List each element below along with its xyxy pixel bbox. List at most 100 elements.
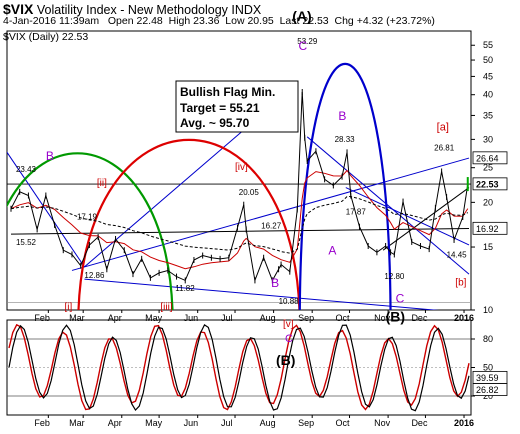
price-label: 16.27 <box>261 222 282 231</box>
quote-datetime: 4-Jan-2016 11:39am <box>3 15 100 27</box>
symbol: $VIX <box>3 1 34 17</box>
price-label: 26.81 <box>434 144 455 153</box>
y-tick-label: 40 <box>483 90 493 100</box>
y-tick-label: 55 <box>483 40 493 50</box>
index-name: Volatility Index - New Methodology <box>36 3 228 17</box>
x-tick-label-osc: Dec <box>411 418 428 428</box>
price-label: 14.45 <box>447 251 468 260</box>
open-value: 22.48 <box>136 15 163 27</box>
x-tick-label: Mar <box>69 313 85 323</box>
exchange: INDX <box>231 3 262 17</box>
chart-title: $VIX Volatility Index - New Methodology … <box>3 1 261 17</box>
x-tick-label: May <box>145 313 163 323</box>
x-tick-label-osc: Sep <box>298 418 314 428</box>
price-label: 17.87 <box>346 207 367 216</box>
y-tick-label: 50 <box>483 55 493 65</box>
last-value: 22.53 <box>302 15 329 27</box>
osc-y-tick-label: 20 <box>483 391 493 401</box>
x-tick-label: Jun <box>184 313 199 323</box>
wave-label: B <box>338 109 346 123</box>
price-label: 53.29 <box>297 37 318 46</box>
price-label: 23.43 <box>16 165 37 174</box>
x-tick-label-osc: Nov <box>374 418 391 428</box>
osc-y-tick-label: 50 <box>483 363 493 373</box>
y-tick-label: 30 <box>483 134 493 144</box>
osc-wave-label: C <box>285 333 293 345</box>
x-tick-label-osc: Mar <box>69 418 85 428</box>
x-tick-label: Nov <box>374 313 391 323</box>
wave-label: [b] <box>455 278 466 289</box>
trendline-blue-4 <box>84 278 440 310</box>
x-tick-label: Feb <box>34 313 50 323</box>
price-label: 12.80 <box>384 272 405 281</box>
x-tick-label-osc: Oct <box>336 418 351 428</box>
cycle-arc-red <box>77 139 301 310</box>
x-tick-label: Apr <box>108 313 122 323</box>
osc-wave-label: [v] <box>283 319 294 330</box>
legend-text: $VIX (Daily) 22.53 <box>3 31 89 43</box>
osc-value-label: 26.82 <box>476 385 499 395</box>
wave-label: [iii] <box>160 302 172 313</box>
osc-plot <box>7 323 471 412</box>
x-tick-label: Oct <box>336 313 351 323</box>
wave-label: [ii] <box>97 178 107 189</box>
high-value: 23.36 <box>193 15 220 27</box>
low-value: 20.95 <box>247 15 274 27</box>
price-label: 11.82 <box>175 284 195 293</box>
x-tick-label-osc: Aug <box>260 418 276 428</box>
chg-value: +4.32 (+23.72%) <box>356 15 435 27</box>
cycle-arc-blue <box>298 63 392 310</box>
price-label: 10.88 <box>279 297 300 306</box>
annotation-line-1: Bullish Flag Min. <box>180 85 275 99</box>
y-tick-label: 45 <box>483 71 493 81</box>
trendline-blue-5 <box>306 136 470 275</box>
x-tick-label-osc: Jun <box>184 418 199 428</box>
trendline-blue-3 <box>71 157 470 271</box>
value-box-label: 16.92 <box>476 224 499 234</box>
value-box <box>472 151 508 165</box>
wave-label: B <box>271 276 279 290</box>
annotation-box <box>175 80 299 133</box>
annotation-line-3: Avg. ~ 95.70 <box>180 116 250 130</box>
last-label: Last <box>279 15 300 27</box>
osc-value-label: 39.59 <box>476 373 499 383</box>
price-label: 12.86 <box>84 271 105 280</box>
price-label: 17.19 <box>77 213 98 222</box>
stochastic-fast <box>8 324 470 412</box>
x-tick-label-osc: May <box>145 418 163 428</box>
wave-label: [i] <box>65 302 73 313</box>
annotation-line-2: Target = 55.21 <box>180 101 260 115</box>
quote-line: 4-Jan-2016 11:39am Open 22.48 High 23.36… <box>3 15 435 27</box>
y-tick-label: 20 <box>483 197 493 207</box>
wave-label: C <box>298 39 307 53</box>
wave-label: [a] <box>437 121 449 133</box>
wave-label: B <box>46 149 54 163</box>
osc-value-box <box>472 383 508 396</box>
y-tick-label: 35 <box>483 110 493 120</box>
price-label: 20.05 <box>239 188 260 197</box>
price-plot <box>7 63 471 310</box>
x-tick-label-osc: Feb <box>34 418 50 428</box>
x-tick-label: Sep <box>298 313 314 323</box>
value-box <box>472 177 508 191</box>
moving-average-long <box>10 195 469 254</box>
cycle-arc-green <box>7 152 174 310</box>
osc-wave-label: (B) <box>276 352 295 368</box>
x-tick-label: Jul <box>221 313 233 323</box>
wave-label: [iv] <box>235 162 248 173</box>
osc-y-tick-label: 80 <box>483 334 493 344</box>
wave-label: C <box>396 291 405 305</box>
trendline-blue-1 <box>7 151 85 268</box>
x-tick-label: 2016 <box>454 313 474 323</box>
x-tick-label: Dec <box>411 313 428 323</box>
x-tick-label: Aug <box>260 313 276 323</box>
value-box-label: 26.64 <box>476 153 499 163</box>
x-tick-label-osc: Apr <box>108 418 122 428</box>
x-tick-label-osc: 2016 <box>454 418 474 428</box>
value-box <box>472 221 508 235</box>
price-label: 15.52 <box>16 238 37 247</box>
y-tick-label: 25 <box>483 163 493 173</box>
trendline-blue-6 <box>345 187 470 246</box>
